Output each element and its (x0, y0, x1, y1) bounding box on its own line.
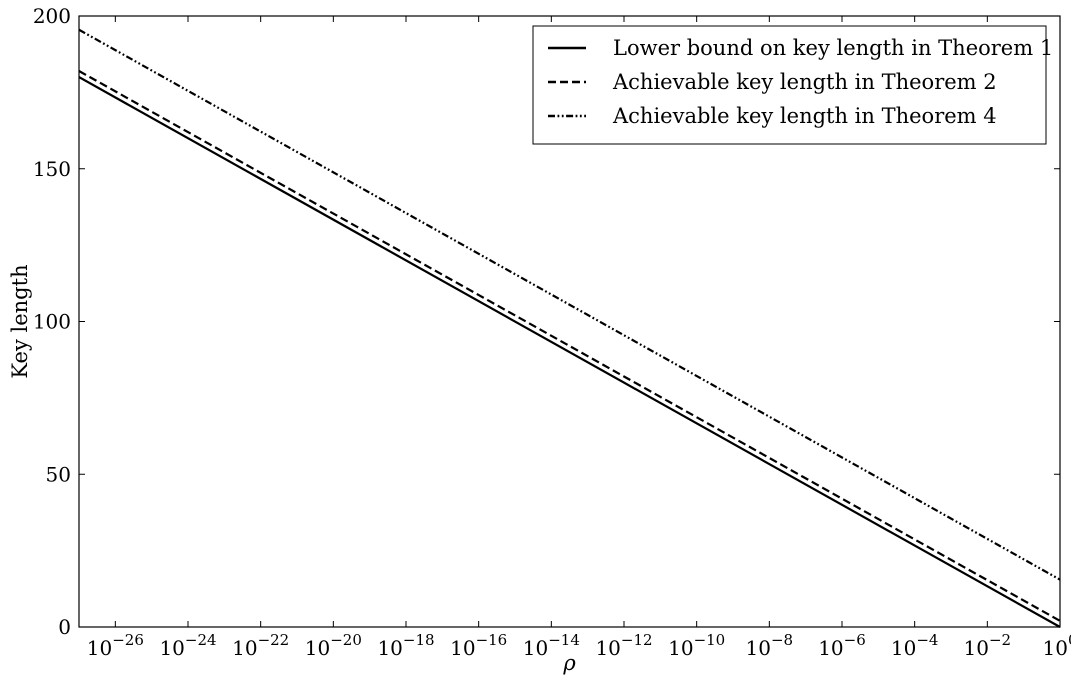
x-tick-label-exponent: −20 (330, 631, 362, 649)
x-tick-label: 100 (1043, 631, 1071, 660)
x-tick-label: 10−16 (450, 631, 507, 660)
legend-label-2: Achievable key length in Theorem 2 (612, 70, 997, 94)
x-tick-label-exponent: −16 (476, 631, 508, 649)
legend-box (532, 25, 1047, 145)
x-tick-label: 10−20 (305, 631, 362, 660)
x-tick-label: 10−24 (159, 631, 216, 660)
y-tick-label: 50 (46, 462, 71, 486)
x-tick-label: 10−4 (891, 631, 939, 660)
x-tick-label: 10−8 (746, 631, 794, 660)
x-tick-label: 10−14 (523, 631, 580, 660)
x-tick-label-exponent: −24 (185, 631, 217, 649)
x-tick-label-exponent: −22 (258, 631, 290, 649)
x-tick-label-exponent: −18 (403, 631, 435, 649)
x-tick-label: 10−6 (818, 631, 866, 660)
x-tick-label-base: 10 (746, 636, 771, 660)
y-tick-label: 200 (33, 4, 71, 28)
y-axis-title: Key length (8, 264, 32, 378)
x-tick-label-exponent: −6 (844, 631, 866, 649)
x-tick-label: 10−2 (964, 631, 1012, 660)
y-tick-label: 100 (33, 310, 71, 334)
x-tick-label: 10−22 (232, 631, 289, 660)
y-tick-label: 150 (33, 157, 71, 181)
legend-items: Lower bound on key length in Theorem 1 Ac… (548, 36, 1053, 128)
series-line-2 (78, 70, 1061, 622)
legend-label-3: Achievable key length in Theorem 4 (612, 104, 997, 128)
x-tick-label-base: 10 (891, 636, 916, 660)
x-tick-label-base: 10 (305, 636, 330, 660)
x-tick-label-exponent: −8 (771, 631, 793, 649)
x-tick-label-base: 10 (450, 636, 475, 660)
x-tick-label-base: 10 (818, 636, 843, 660)
x-axis-ticks: 10−26 10−24 10−22 10−20 10−18 10−16 10−14 10−12… (87, 16, 1071, 660)
series-line-3 (78, 28, 1061, 581)
x-tick-label-exponent: −2 (989, 631, 1011, 649)
series-line-1 (78, 76, 1061, 628)
x-tick-label-exponent: −26 (112, 631, 144, 649)
x-tick-label-base: 10 (595, 636, 620, 660)
x-tick-label-exponent: −10 (694, 631, 726, 649)
x-tick-label-exponent: −12 (621, 631, 653, 649)
x-tick-label-exponent: 0 (1068, 631, 1071, 649)
x-tick-label: 10−18 (377, 631, 434, 660)
x-tick-label-exponent: −4 (916, 631, 938, 649)
x-tick-label-base: 10 (87, 636, 112, 660)
x-tick-label: 10−12 (595, 631, 652, 660)
x-tick-label-exponent: −14 (548, 631, 580, 649)
x-tick-label-base: 10 (523, 636, 548, 660)
legend: Lower bound on key length in Theorem 1 Ac… (532, 25, 1053, 145)
x-tick-label-base: 10 (232, 636, 257, 660)
legend-label-1: Lower bound on key length in Theorem 1 (613, 36, 1053, 60)
x-tick-label-base: 10 (377, 636, 402, 660)
series-layer (78, 28, 1061, 628)
y-tick-label: 0 (58, 615, 71, 639)
x-tick-label-base: 10 (1043, 636, 1068, 660)
x-tick-label-base: 10 (159, 636, 184, 660)
x-tick-label: 10−26 (87, 631, 144, 660)
x-tick-label: 10−10 (668, 631, 725, 660)
x-tick-label-base: 10 (964, 636, 989, 660)
y-axis-ticks: 0 50 100 150 200 (33, 4, 1060, 639)
x-tick-label-base: 10 (668, 636, 693, 660)
x-axis-title: ρ (562, 651, 576, 675)
